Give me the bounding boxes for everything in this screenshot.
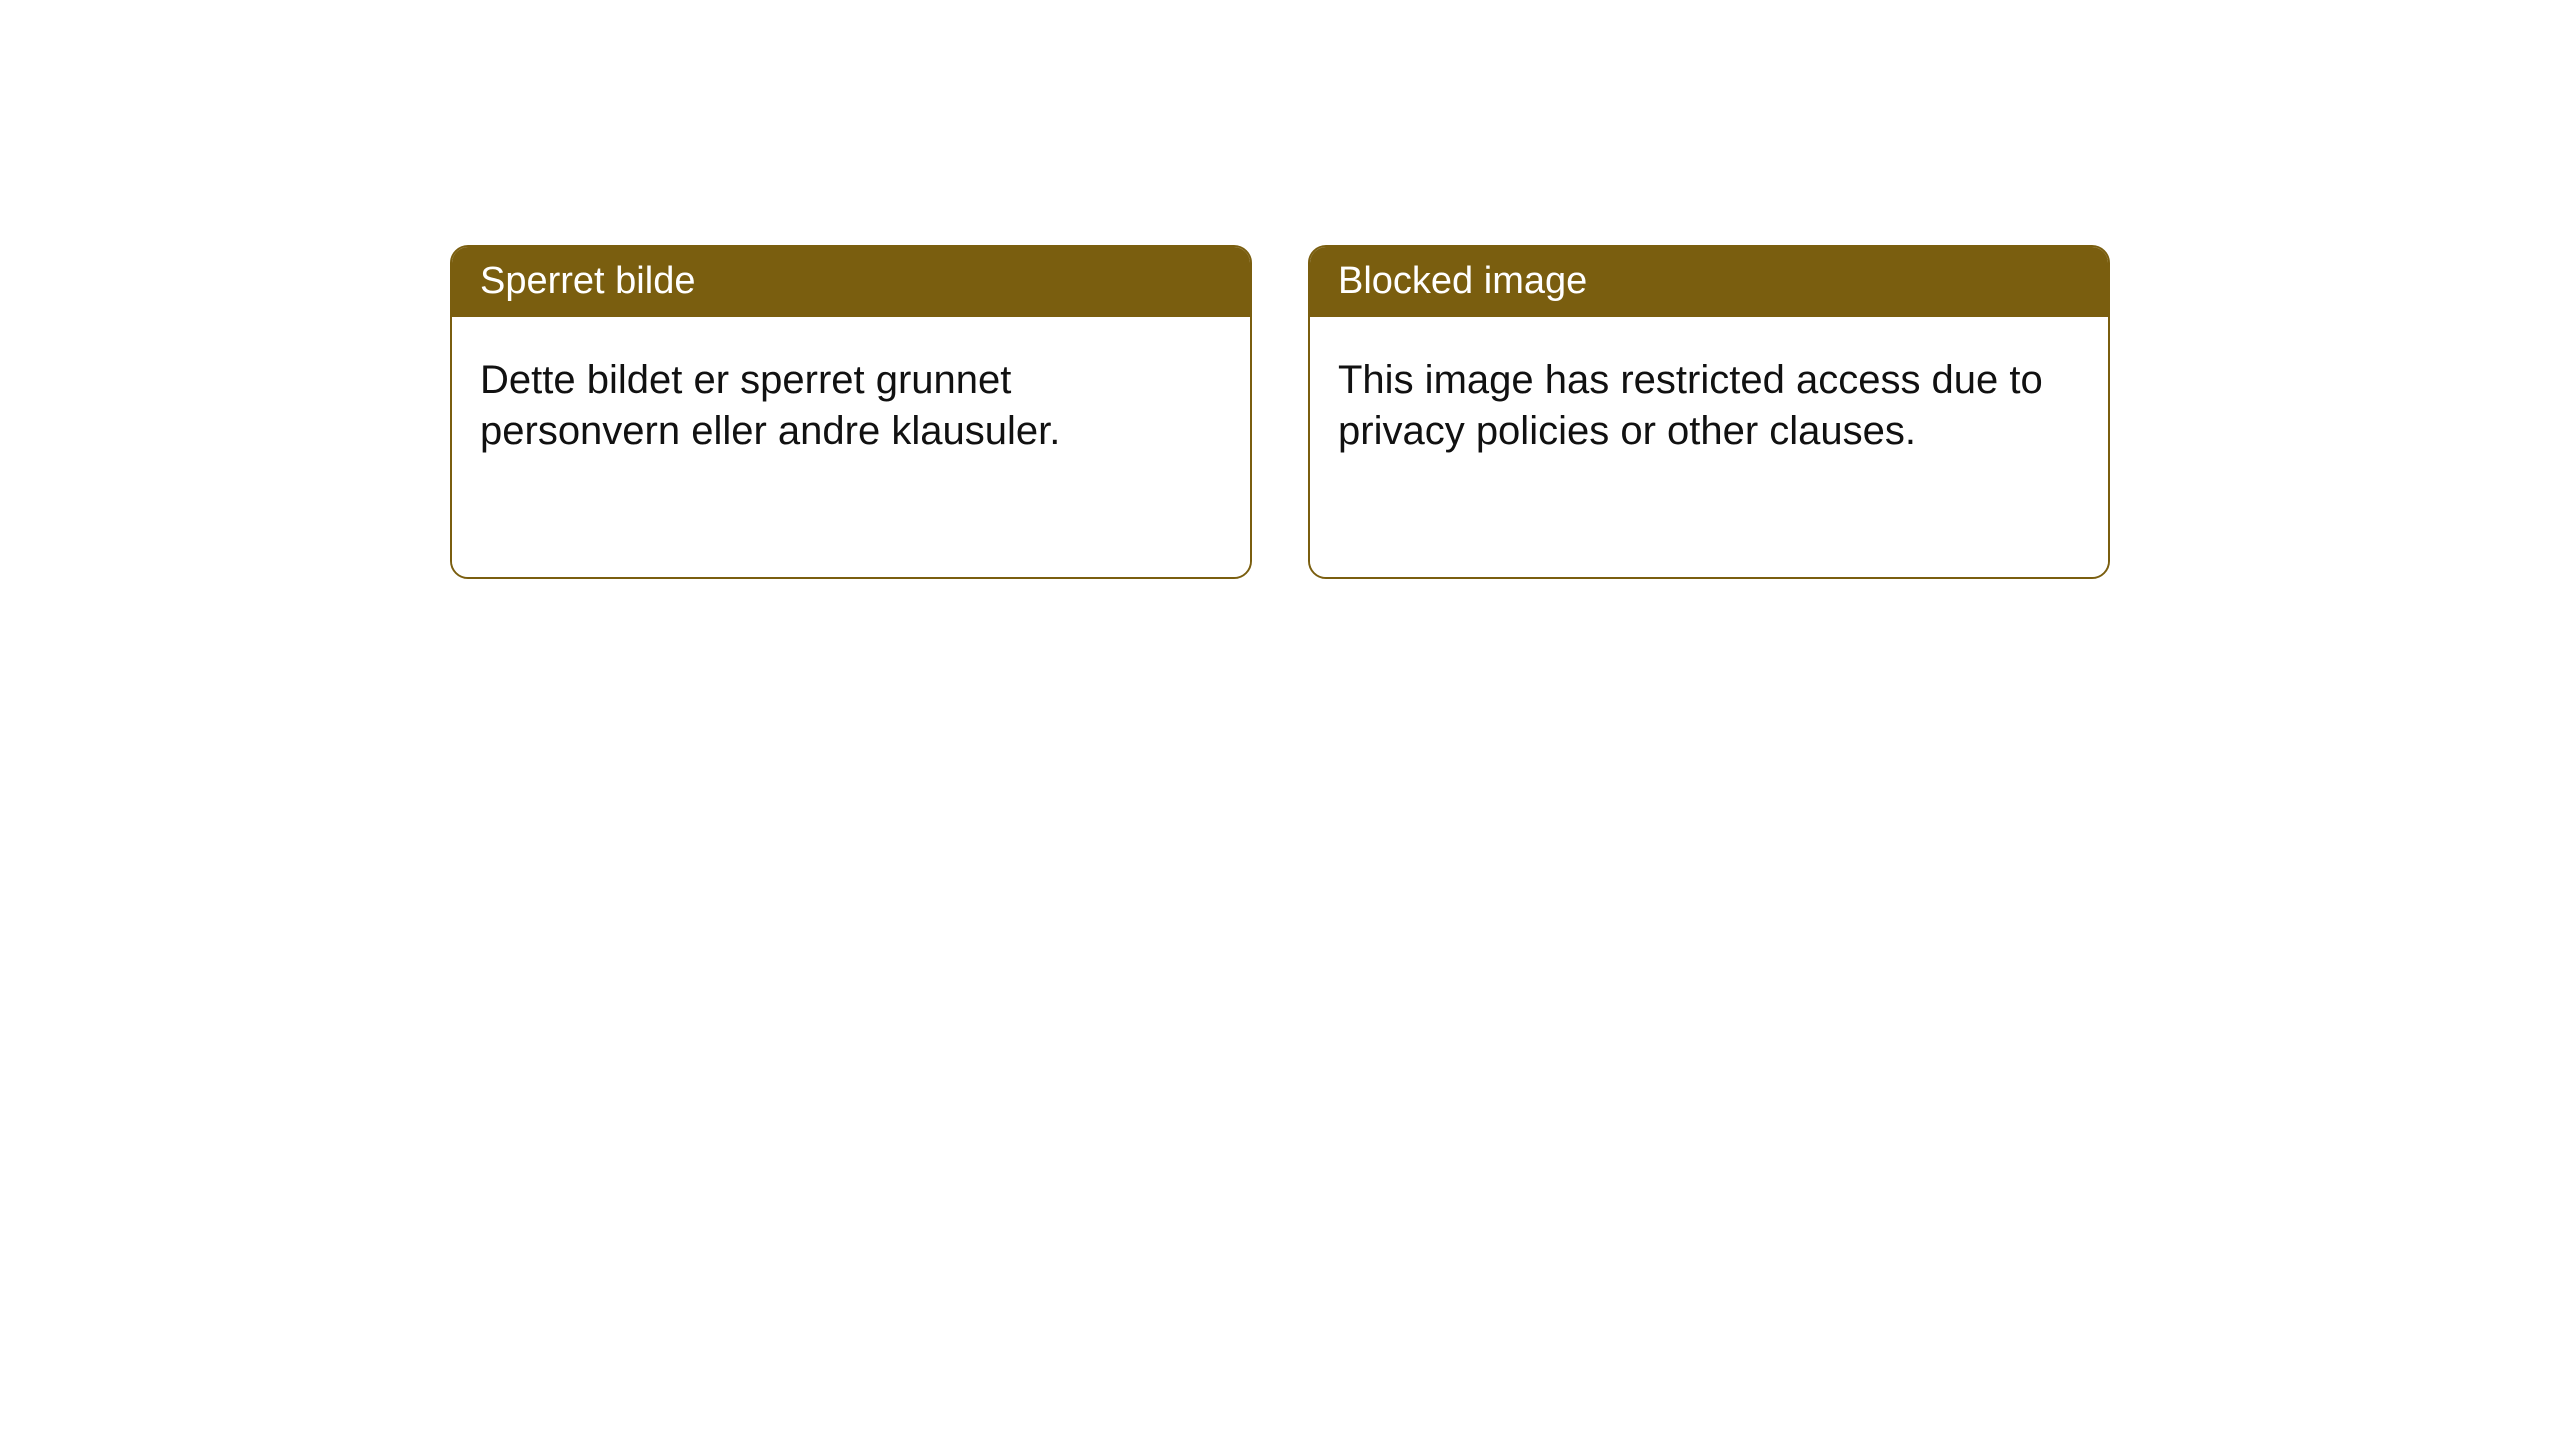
notice-card-container: Sperret bilde Dette bildet er sperret gr… (450, 245, 2560, 579)
notice-card-body-norwegian: Dette bildet er sperret grunnet personve… (452, 317, 1250, 577)
notice-card-norwegian: Sperret bilde Dette bildet er sperret gr… (450, 245, 1252, 579)
notice-card-body-english: This image has restricted access due to … (1310, 317, 2108, 577)
notice-card-english: Blocked image This image has restricted … (1308, 245, 2110, 579)
notice-card-title-english: Blocked image (1310, 247, 2108, 317)
notice-card-title-norwegian: Sperret bilde (452, 247, 1250, 317)
